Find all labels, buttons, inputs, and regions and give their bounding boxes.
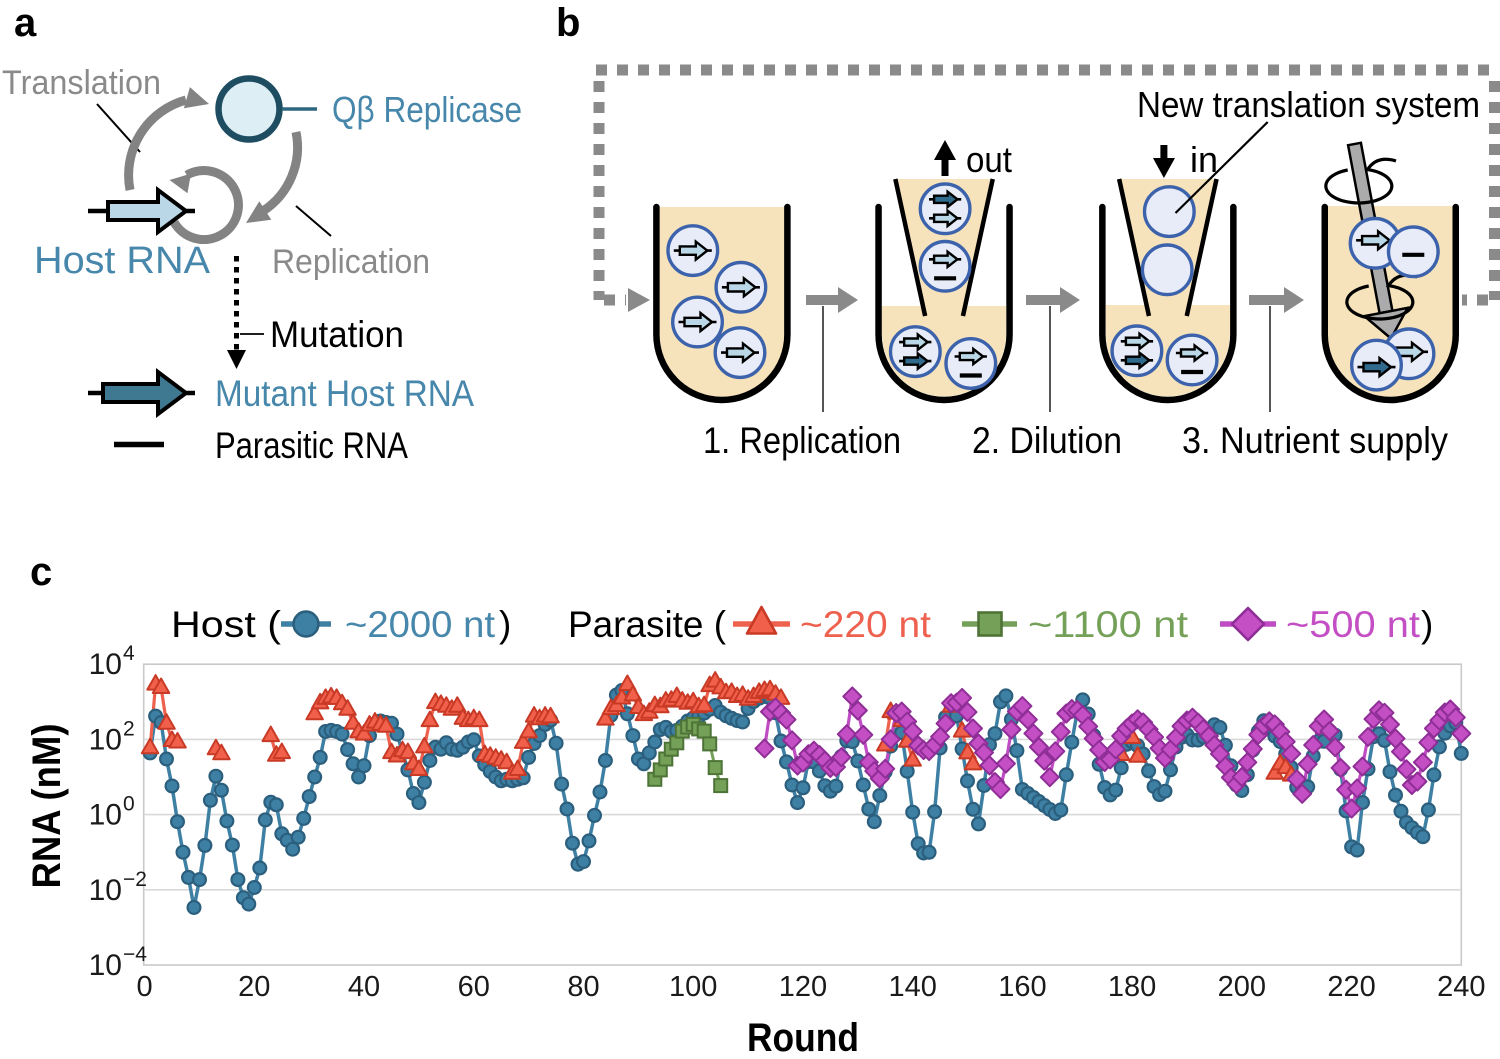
svg-text:120: 120 <box>779 971 827 1003</box>
svg-text:140: 140 <box>889 971 937 1003</box>
svg-text:Mutant Host RNA: Mutant Host RNA <box>215 373 474 414</box>
svg-text:Round: Round <box>747 1016 859 1059</box>
svg-text:2. Dilution: 2. Dilution <box>972 420 1122 461</box>
svg-text:~1100 nt: ~1100 nt <box>1028 604 1189 645</box>
svg-text:~2000 nt: ~2000 nt <box>345 604 496 645</box>
svg-text:180: 180 <box>1108 971 1156 1003</box>
svg-text:160: 160 <box>998 971 1046 1003</box>
svg-text:10: 10 <box>89 799 122 832</box>
svg-text:−2: −2 <box>123 868 147 891</box>
svg-text:240: 240 <box>1437 971 1485 1003</box>
svg-text:b: b <box>556 1 580 45</box>
svg-text:10: 10 <box>89 949 122 982</box>
svg-text:Translation: Translation <box>2 64 161 102</box>
svg-text:Replication: Replication <box>272 243 430 281</box>
svg-text:100: 100 <box>669 971 717 1003</box>
svg-text:3. Nutrient supply: 3. Nutrient supply <box>1182 420 1448 461</box>
svg-text:Parasitic RNA: Parasitic RNA <box>215 425 408 466</box>
svg-text:Parasite (: Parasite ( <box>568 604 727 645</box>
svg-text:in: in <box>1190 139 1218 180</box>
svg-text:c: c <box>30 550 52 594</box>
svg-text:): ) <box>499 604 511 645</box>
svg-text:2: 2 <box>123 717 135 740</box>
svg-text:Host RNA: Host RNA <box>34 240 211 282</box>
svg-text:10: 10 <box>89 874 122 907</box>
svg-text:20: 20 <box>238 971 270 1003</box>
svg-text:RNA (nM): RNA (nM) <box>25 724 69 889</box>
svg-text:200: 200 <box>1218 971 1266 1003</box>
svg-text:~500 nt: ~500 nt <box>1286 604 1421 645</box>
svg-text:Mutation: Mutation <box>270 314 404 355</box>
svg-text:0: 0 <box>137 971 153 1003</box>
svg-text:~220 nt: ~220 nt <box>800 604 932 645</box>
svg-text:10: 10 <box>89 648 122 681</box>
svg-text:Qβ Replicase: Qβ Replicase <box>332 89 522 130</box>
svg-text:out: out <box>966 139 1012 180</box>
svg-text:Host (: Host ( <box>171 604 282 645</box>
svg-text:0: 0 <box>123 793 135 816</box>
svg-text:−4: −4 <box>123 943 147 966</box>
svg-text:New translation system: New translation system <box>1137 84 1480 125</box>
svg-text:4: 4 <box>123 642 135 665</box>
svg-text:220: 220 <box>1327 971 1375 1003</box>
svg-text:1. Replication: 1. Replication <box>703 420 901 461</box>
svg-text:60: 60 <box>458 971 490 1003</box>
svg-text:10: 10 <box>89 723 122 756</box>
svg-text:40: 40 <box>348 971 380 1003</box>
svg-text:a: a <box>14 1 37 45</box>
svg-text:): ) <box>1421 604 1433 645</box>
svg-text:80: 80 <box>567 971 599 1003</box>
